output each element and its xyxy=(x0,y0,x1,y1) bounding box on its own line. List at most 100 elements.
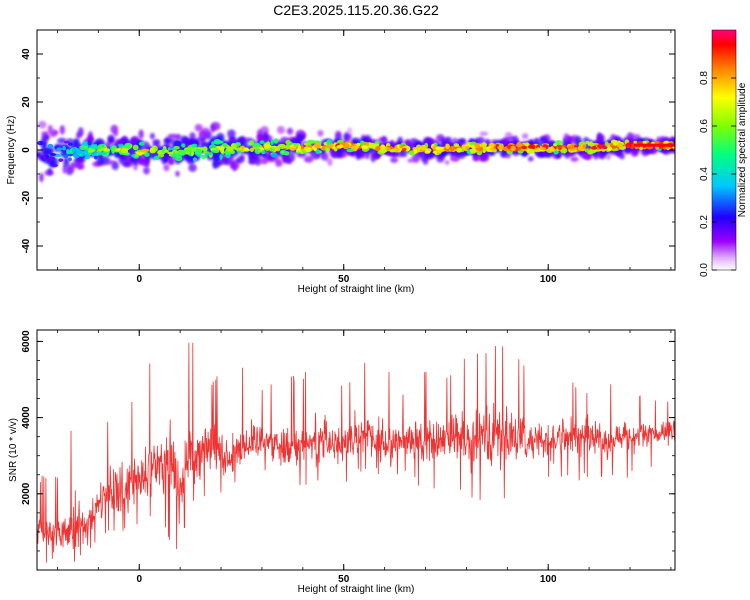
heatmap-cell xyxy=(326,139,332,145)
heatmap-cell xyxy=(502,136,511,146)
snr-line xyxy=(37,342,675,563)
heatmap-cell xyxy=(132,144,139,151)
colorbar: 0.0 0.2 0.4 0.6 0.8 Normalized spectral ampl… xyxy=(699,29,748,277)
heatmap-cell xyxy=(37,154,40,157)
heatmap-cell xyxy=(79,145,87,151)
heatmap-cell xyxy=(270,140,274,145)
y-tick-label: 4000 xyxy=(21,406,32,429)
heatmap-cell xyxy=(63,140,70,144)
heatmap-cell xyxy=(355,151,362,160)
heatmap-cell xyxy=(563,133,570,142)
heatmap-cell xyxy=(567,146,571,150)
spectrogram-ylabel: Frequency (Hz) xyxy=(6,116,17,185)
heatmap-cell xyxy=(307,139,316,144)
heatmap-cell xyxy=(88,148,96,153)
heatmap-cell xyxy=(188,163,197,172)
heatmap-cell xyxy=(305,147,312,153)
heatmap-cell xyxy=(274,147,278,151)
heatmap-cell xyxy=(243,147,249,151)
x-tick-label: 100 xyxy=(540,274,557,285)
heatmap-cell xyxy=(469,148,477,154)
heatmap-cell xyxy=(163,164,170,172)
y-tick-label: 40 xyxy=(21,48,32,60)
heatmap-cell xyxy=(425,148,432,153)
heatmap-cell xyxy=(131,136,138,146)
heatmap-cell xyxy=(474,143,481,148)
heatmap-cell xyxy=(604,141,609,147)
heatmap-cell xyxy=(489,142,495,148)
heatmap-cell xyxy=(96,151,103,156)
heatmap-cell xyxy=(224,159,235,166)
heatmap-cell xyxy=(472,155,480,162)
spectrogram-panel: 0 50 100 40 20 0 -20 -40 Height of straight lin… xyxy=(6,29,676,295)
heatmap-cell xyxy=(143,167,150,175)
heatmap-cell xyxy=(83,149,89,156)
spectrogram-xlabel: Height of straight line (km) xyxy=(298,284,415,295)
heatmap-cell xyxy=(336,148,345,158)
heatmap-cell xyxy=(432,145,437,151)
heatmap-cell xyxy=(50,153,57,156)
heatmap-cell xyxy=(219,146,225,151)
x-tick-label: 50 xyxy=(338,574,350,585)
heatmap-cell xyxy=(335,130,342,137)
y-tick-label: 2000 xyxy=(21,482,32,505)
snr-series xyxy=(37,342,675,563)
heatmap-cell xyxy=(263,131,268,140)
heatmap-cell xyxy=(102,152,107,156)
heatmap-cell xyxy=(63,154,69,159)
snr-axes: 0 50 100 6000 4000 2000 xyxy=(21,330,675,585)
heatmap-cell xyxy=(144,152,150,158)
heatmap-cell xyxy=(103,148,110,152)
heatmap-cell xyxy=(55,154,62,158)
heatmap-cell xyxy=(192,157,198,162)
heatmap-cell xyxy=(47,124,53,134)
heatmap-cell xyxy=(203,146,208,152)
heatmap-cell xyxy=(585,140,590,145)
heatmap-cell xyxy=(480,154,490,162)
heatmap-cell xyxy=(256,129,263,138)
snr-xlabel: Height of straight line (km) xyxy=(298,584,415,595)
heatmap-cell xyxy=(554,140,563,145)
heatmap-cell xyxy=(619,151,625,160)
ridge-peak xyxy=(634,143,675,147)
heatmap-cell xyxy=(407,158,414,163)
heatmap-cell xyxy=(276,125,285,135)
heatmap-cell xyxy=(281,150,285,154)
heatmap-cell xyxy=(152,141,160,147)
heatmap-cell xyxy=(465,145,470,150)
heatmap-cell xyxy=(612,140,619,146)
heatmap-cell xyxy=(164,158,168,162)
snr-frame xyxy=(36,329,676,571)
heatmap-cell xyxy=(379,148,387,154)
heatmap-cell xyxy=(264,144,272,149)
heatmap-cell xyxy=(213,163,220,169)
heatmap-cell xyxy=(114,148,119,152)
heatmap-cell xyxy=(260,157,269,165)
heatmap-cell xyxy=(174,140,182,146)
heatmap-cell xyxy=(489,147,495,151)
heatmap-cell xyxy=(230,163,236,169)
heatmap-cell xyxy=(333,147,338,152)
heatmap-cell xyxy=(83,154,91,160)
heatmap-cell xyxy=(285,139,291,145)
heatmap-cell xyxy=(118,143,124,147)
heatmap-cell xyxy=(81,141,90,146)
heatmap-cell xyxy=(106,160,117,165)
heatmap-cell xyxy=(410,138,418,143)
y-tick-label: 0 xyxy=(21,147,32,153)
heatmap-cell xyxy=(47,143,54,149)
heatmap-cell xyxy=(342,152,347,158)
colorbar-tick-label: 0.8 xyxy=(699,71,710,85)
heatmap-cell xyxy=(381,135,388,145)
heatmap-cell xyxy=(633,140,638,145)
heatmap-cell xyxy=(154,146,158,152)
heatmap-cell xyxy=(597,132,602,142)
heatmap-cell xyxy=(527,148,535,154)
heatmap-cell xyxy=(94,155,98,160)
heatmap-cell xyxy=(87,140,92,147)
heatmap-cell xyxy=(517,147,521,151)
heatmap-cell xyxy=(315,149,320,155)
heatmap-cell xyxy=(317,130,324,137)
heatmap-cell xyxy=(590,146,598,150)
heatmap-cell xyxy=(269,147,275,152)
